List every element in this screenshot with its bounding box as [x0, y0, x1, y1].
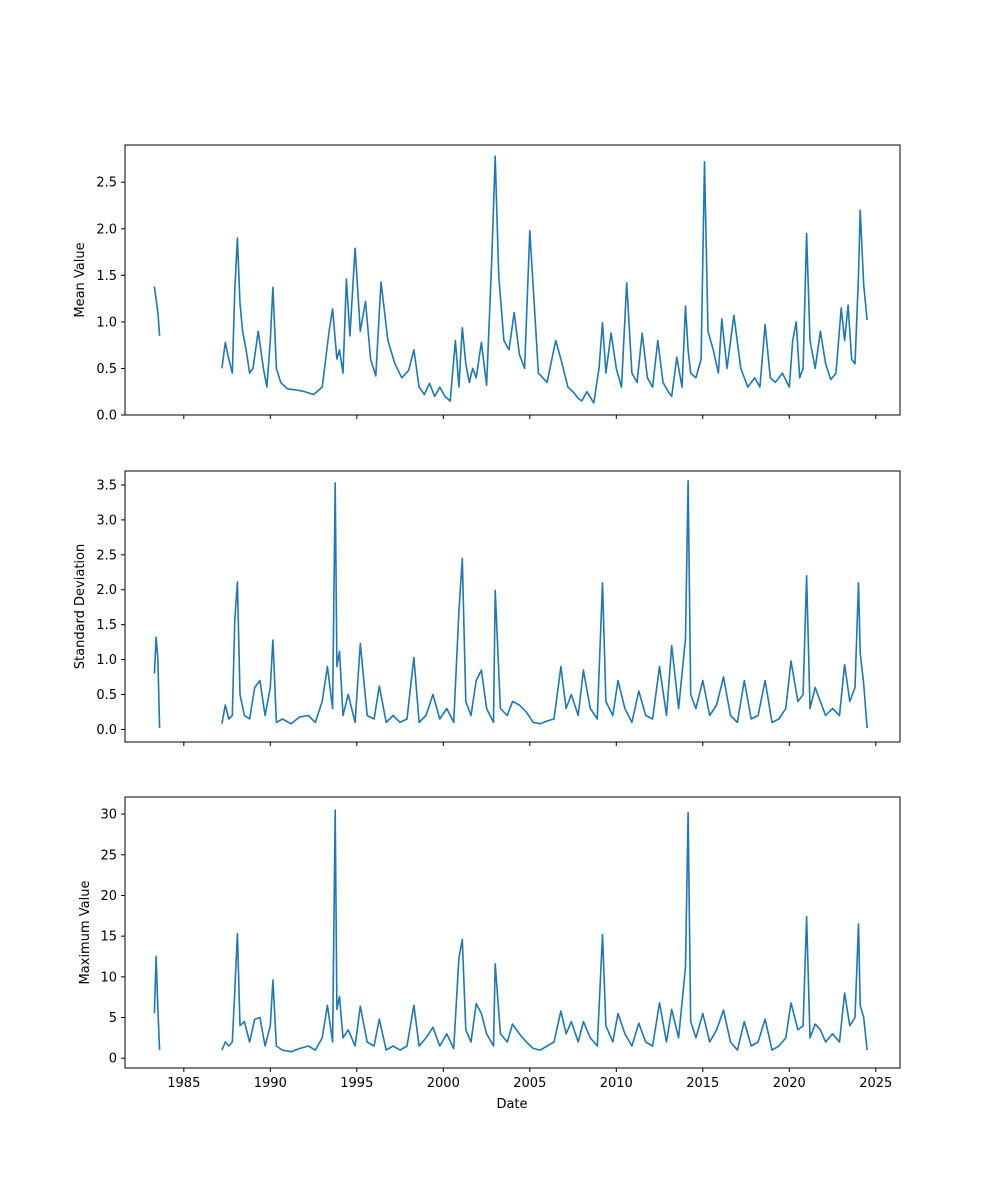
y-tick-label: 30 [100, 808, 117, 823]
x-tick-label: 2025 [859, 1076, 892, 1091]
y-axis-label: Maximum Value [78, 881, 93, 985]
y-tick-label: 1.5 [96, 618, 117, 633]
x-tick-label: 1990 [254, 1076, 287, 1091]
x-axis-label: Date [496, 1097, 527, 1112]
x-tick-label: 2005 [513, 1076, 546, 1091]
x-tick-label: 2020 [773, 1076, 806, 1091]
axes-frame [124, 144, 901, 416]
y-tick-label: 1.5 [96, 269, 117, 284]
y-tick-label: 1.0 [96, 653, 117, 668]
y-tick-label: 0.5 [96, 362, 117, 377]
x-tick-label: 1985 [167, 1076, 200, 1091]
y-tick-label: 2.5 [96, 548, 117, 563]
y-tick-label: 2.0 [96, 222, 117, 237]
x-tick-label: 1995 [340, 1076, 373, 1091]
y-axis-label: Mean Value [73, 242, 88, 317]
y-tick-label: 0.5 [96, 688, 117, 703]
x-tick-label: 2000 [427, 1076, 460, 1091]
x-tick-label: 2010 [600, 1076, 633, 1091]
subplot-mean-value: 0.0 0.5 1.0 1.5 2.0 2.5 Mean Value [73, 144, 901, 424]
y-tick-label: 3.0 [96, 513, 117, 528]
y-tick-label: 2.5 [96, 176, 117, 191]
y-tick-label: 5 [109, 1011, 117, 1026]
y-tick-label: 1.0 [96, 315, 117, 330]
y-tick-label: 2.0 [96, 583, 117, 598]
series-line [153, 480, 868, 729]
axes-frame [124, 796, 901, 1069]
x-tick-label: 2015 [686, 1076, 719, 1091]
y-tick-label: 3.5 [96, 478, 117, 493]
series-line [153, 155, 868, 404]
y-tick-label: 0.0 [96, 723, 117, 738]
axes-frame [124, 470, 901, 743]
y-tick-label: 15 [100, 930, 117, 945]
series-line [153, 809, 868, 1053]
y-axis-label: Standard Deviation [73, 544, 88, 669]
y-tick-label: 0 [109, 1052, 117, 1067]
y-tick-label: 20 [100, 889, 117, 904]
subplot-standard-deviation: 0.0 0.5 1.0 1.5 2.0 2.5 3.0 3.5 Standard Deviati… [73, 470, 901, 746]
y-tick-label: 25 [100, 848, 117, 863]
y-tick-label: 0.0 [96, 409, 117, 424]
y-tick-label: 10 [100, 970, 117, 985]
